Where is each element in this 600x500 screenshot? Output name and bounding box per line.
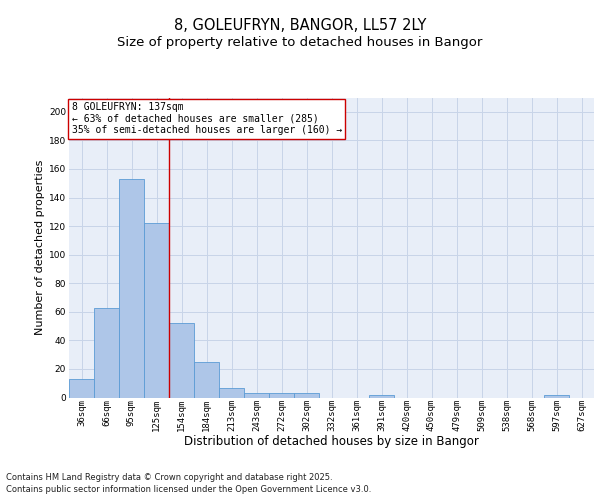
Bar	[544, 394, 569, 398]
Y-axis label: Number of detached properties: Number of detached properties	[35, 160, 45, 335]
Bar	[144, 223, 169, 398]
Text: 8, GOLEUFRYN, BANGOR, LL57 2LY: 8, GOLEUFRYN, BANGOR, LL57 2LY	[174, 18, 426, 32]
Text: 8 GOLEUFRYN: 137sqm
← 63% of detached houses are smaller (285)
35% of semi-detac: 8 GOLEUFRYN: 137sqm ← 63% of detached ho…	[71, 102, 342, 135]
Bar	[294, 393, 319, 398]
Bar	[94, 308, 119, 398]
Bar	[219, 388, 244, 398]
Bar	[244, 393, 269, 398]
Bar	[69, 379, 94, 398]
Bar	[369, 394, 394, 398]
Bar	[269, 393, 294, 398]
Text: Contains HM Land Registry data © Crown copyright and database right 2025.: Contains HM Land Registry data © Crown c…	[6, 472, 332, 482]
Bar	[194, 362, 219, 398]
Text: Contains public sector information licensed under the Open Government Licence v3: Contains public sector information licen…	[6, 485, 371, 494]
Bar	[169, 323, 194, 398]
Bar	[119, 179, 144, 398]
Text: Size of property relative to detached houses in Bangor: Size of property relative to detached ho…	[118, 36, 482, 49]
X-axis label: Distribution of detached houses by size in Bangor: Distribution of detached houses by size …	[184, 436, 479, 448]
